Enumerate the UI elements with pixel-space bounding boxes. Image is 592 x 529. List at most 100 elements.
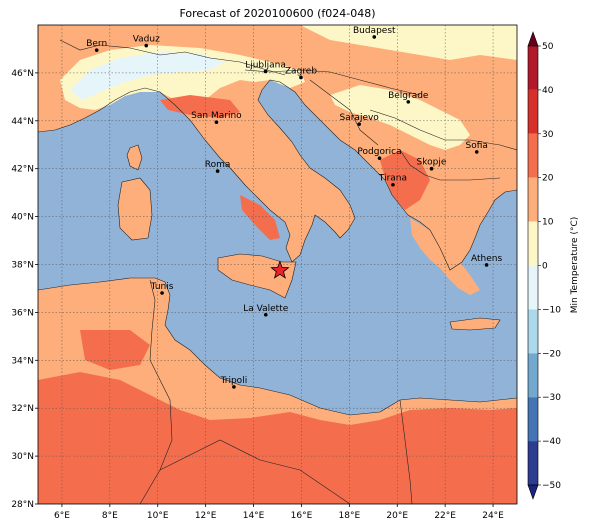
city-label: Skopje [417, 158, 447, 168]
colorbar-segment [528, 177, 538, 222]
land-crete [450, 318, 500, 330]
city-label: Tripoli [220, 376, 248, 386]
city-dot[interactable] [377, 156, 382, 160]
colorbar-segment [528, 441, 538, 485]
colorbar-extend-min [527, 484, 539, 500]
city-label: Zagreb [285, 66, 317, 76]
y-tick-label: 46°N [11, 69, 34, 79]
land-sardinia [118, 178, 152, 240]
colorbar-label: Min Temperature (°C) [570, 217, 580, 314]
x-tick-label: 22°E [434, 511, 456, 521]
colorbar-tick-label: 20 [542, 174, 554, 184]
colorbar-tick-label: 0 [542, 262, 548, 272]
city-label: Bern [86, 39, 107, 49]
colorbar-tick-label: −30 [542, 393, 561, 403]
colorbar-segment [528, 353, 538, 398]
city-dot[interactable] [391, 182, 395, 187]
city-dot[interactable] [94, 48, 99, 52]
colorbar-segment [528, 133, 538, 178]
y-tick-label: 40°N [11, 213, 34, 223]
city-dot[interactable] [484, 263, 489, 267]
land-warm-po [160, 95, 240, 118]
colorbar-extend-max [527, 31, 539, 47]
city-label: La Valette [243, 304, 288, 314]
city-label: Vaduz [133, 35, 160, 45]
land-africa-warm-patch [80, 330, 150, 370]
colorbar-segment [528, 221, 538, 266]
city-label: Tirana [378, 174, 407, 184]
graticule [38, 25, 517, 504]
city-dot[interactable] [299, 75, 303, 80]
x-tick-label: 14°E [243, 511, 265, 521]
x-tick-label: 16°E [291, 511, 313, 521]
colorbar: 50 40 30 20 10 0 −10 −20 −30 −40 −50 [527, 31, 561, 500]
y-tick-label: 30°N [11, 452, 34, 462]
colorbar-tick-label: 50 [542, 42, 554, 52]
location-star-marker[interactable] [270, 260, 290, 279]
city-dot[interactable] [232, 385, 236, 389]
colorbar-tick-label: −20 [542, 349, 561, 359]
y-tick-label: 36°N [11, 308, 34, 318]
map-title: Forecast of 2020100600 (f024-048) [179, 7, 376, 20]
city-label: San Marino [191, 111, 242, 121]
star-icon[interactable] [270, 260, 290, 279]
colorbar-tick-label: 30 [542, 130, 554, 140]
country-borders [38, 39, 517, 504]
y-tick-label: 38°N [11, 261, 34, 271]
city-dot[interactable] [372, 35, 377, 39]
y-axis-ticks: 28°N 30°N 32°N 34°N 36°N 38°N 40°N 42°N 44°N 46°N [11, 69, 38, 510]
y-tick-label: 44°N [11, 117, 34, 127]
land-verycold-alps [70, 52, 225, 100]
city-dot[interactable] [357, 122, 361, 126]
city-dot[interactable] [474, 150, 479, 154]
land-corsica [127, 145, 142, 170]
city-label: Sarajevo [340, 113, 380, 123]
land-cold-north [300, 25, 517, 60]
colorbar-segment [528, 89, 538, 134]
city-dot[interactable] [429, 166, 434, 171]
x-tick-label: 8°E [102, 511, 118, 521]
y-tick-label: 28°N [11, 500, 34, 510]
city-dot[interactable] [406, 100, 411, 104]
city-label: Roma [205, 160, 231, 170]
city-label: Belgrade [388, 91, 429, 101]
city-label: Ljubljana [245, 60, 286, 70]
y-tick-label: 42°N [11, 165, 34, 175]
y-tick-label: 34°N [11, 356, 34, 366]
x-axis-ticks: 6°E 8°E 10°E 12°E 14°E 16°E 18°E 20°E 22°E 24°E [54, 504, 504, 521]
colorbar-segment [528, 309, 538, 354]
colorbar-segment [528, 46, 538, 90]
x-tick-label: 18°E [339, 511, 361, 521]
y-tick-label: 32°N [11, 404, 34, 414]
colorbar-tick-label: 40 [542, 86, 554, 96]
land-sicily [218, 254, 296, 298]
city-label: Sofia [466, 141, 488, 151]
colorbar-tick-label: −40 [542, 437, 561, 447]
city-dot[interactable] [215, 169, 220, 173]
city-dot[interactable] [144, 43, 149, 48]
x-tick-label: 20°E [386, 511, 408, 521]
city-dot[interactable] [263, 312, 268, 317]
colorbar-segment [528, 265, 538, 310]
city-dot[interactable] [214, 120, 219, 125]
city-label: Podgorica [357, 147, 401, 157]
colorbar-tick-label: −10 [542, 305, 561, 315]
x-tick-label: 12°E [195, 511, 217, 521]
x-tick-label: 10°E [147, 511, 169, 521]
city-dot[interactable] [160, 291, 164, 295]
city-label: Tunis [150, 282, 174, 292]
city-label: Athens [471, 254, 502, 264]
colorbar-tick-label: −50 [542, 481, 561, 491]
colorbar-segment [528, 397, 538, 442]
land-warm-balkans [380, 150, 430, 210]
land-cold-balkans [330, 85, 470, 150]
x-tick-label: 24°E [482, 511, 504, 521]
city-dot[interactable] [263, 69, 268, 74]
colorbar-tick-label: 10 [542, 218, 554, 228]
city-label: Budapest [353, 26, 396, 36]
land-warm-italy [240, 195, 280, 240]
x-tick-label: 6°E [54, 511, 70, 521]
